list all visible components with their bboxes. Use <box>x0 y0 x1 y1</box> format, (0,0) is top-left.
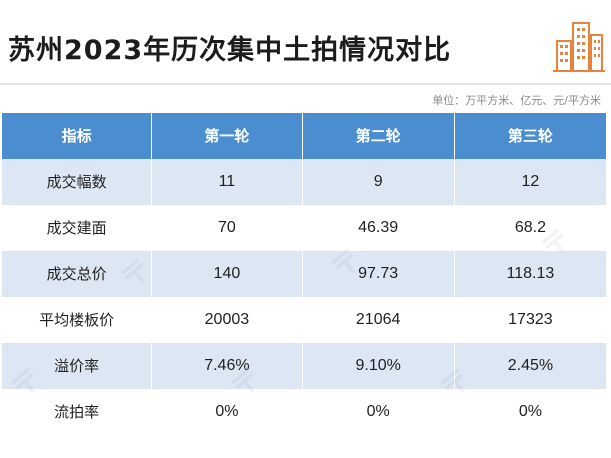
table-row: 成交建面 70 46.39 68.2 <box>2 205 606 251</box>
column-divider <box>301 205 303 251</box>
column-divider <box>151 251 153 297</box>
round-3-value: 12 <box>521 173 540 190</box>
round-1-value: 70 <box>218 219 236 236</box>
comparison-table: 指标 第一轮 第二轮 第三轮 成交幅数 11 9 12 成交建面 70 46.3… <box>2 113 606 435</box>
column-divider <box>151 389 153 435</box>
column-divider <box>301 343 303 389</box>
page-title: 苏州2023年历次集中土拍情况对比 <box>8 35 452 66</box>
round-2-value: 21064 <box>355 311 401 328</box>
column-divider <box>301 251 303 297</box>
column-divider <box>453 297 455 343</box>
round-3-value: 118.13 <box>506 265 555 282</box>
column-divider <box>453 113 455 159</box>
round-1-value: 20003 <box>204 311 250 328</box>
round-3-value: 17323 <box>508 311 553 328</box>
row-label: 成交建面 <box>46 219 107 237</box>
round-1-value: 140 <box>213 265 241 282</box>
round-2-value: 97.73 <box>358 265 399 282</box>
column-divider <box>453 159 455 205</box>
column-divider <box>453 343 455 389</box>
round-1-value: 7.46% <box>204 357 250 374</box>
header-indicator: 指标 <box>61 127 92 145</box>
table-header-row: 指标 第一轮 第二轮 第三轮 <box>2 113 606 159</box>
round-1-value: 11 <box>218 173 236 190</box>
round-2-value: 9 <box>373 173 383 190</box>
unit-note: 单位：万平方米、亿元、元/平方米 <box>432 94 601 107</box>
row-label: 成交幅数 <box>46 173 107 191</box>
row-label: 溢价率 <box>54 357 100 375</box>
table-row: 平均楼板价 20003 21064 17323 <box>2 297 606 343</box>
round-3-value: 68.2 <box>514 219 546 236</box>
row-label: 成交总价 <box>46 265 107 283</box>
table-row: 溢价率 7.46% 9.10% 2.45% <box>2 343 606 389</box>
column-divider <box>453 389 455 435</box>
round-3-value: 2.45% <box>507 357 554 374</box>
column-divider <box>151 159 153 205</box>
column-divider <box>151 205 153 251</box>
column-divider <box>301 113 303 159</box>
round-1-value: 0% <box>215 403 239 420</box>
column-divider <box>301 389 303 435</box>
header-round-1: 第一轮 <box>204 127 250 145</box>
column-divider <box>453 251 455 297</box>
header-divider <box>0 83 611 85</box>
round-2-value: 9.10% <box>355 357 401 374</box>
column-divider <box>151 297 153 343</box>
page-header: 苏州2023年历次集中土拍情况对比 <box>0 0 611 80</box>
column-divider <box>151 343 153 389</box>
column-divider <box>301 297 303 343</box>
header-round-3: 第三轮 <box>507 127 553 145</box>
column-divider <box>301 159 303 205</box>
table-row: 流拍率 0% 0% 0% <box>2 389 606 435</box>
table-row: 成交幅数 11 9 12 <box>2 159 606 205</box>
city-buildings-icon <box>553 17 605 73</box>
row-label: 平均楼板价 <box>39 311 115 329</box>
round-3-value: 0% <box>518 403 542 420</box>
table-row: 成交总价 140 97.73 118.13 <box>2 251 606 297</box>
column-divider <box>151 113 153 159</box>
row-label: 流拍率 <box>54 403 100 421</box>
round-2-value: 46.39 <box>358 219 399 236</box>
header-round-2: 第二轮 <box>355 127 401 145</box>
column-divider <box>453 205 455 251</box>
round-2-value: 0% <box>366 403 390 420</box>
